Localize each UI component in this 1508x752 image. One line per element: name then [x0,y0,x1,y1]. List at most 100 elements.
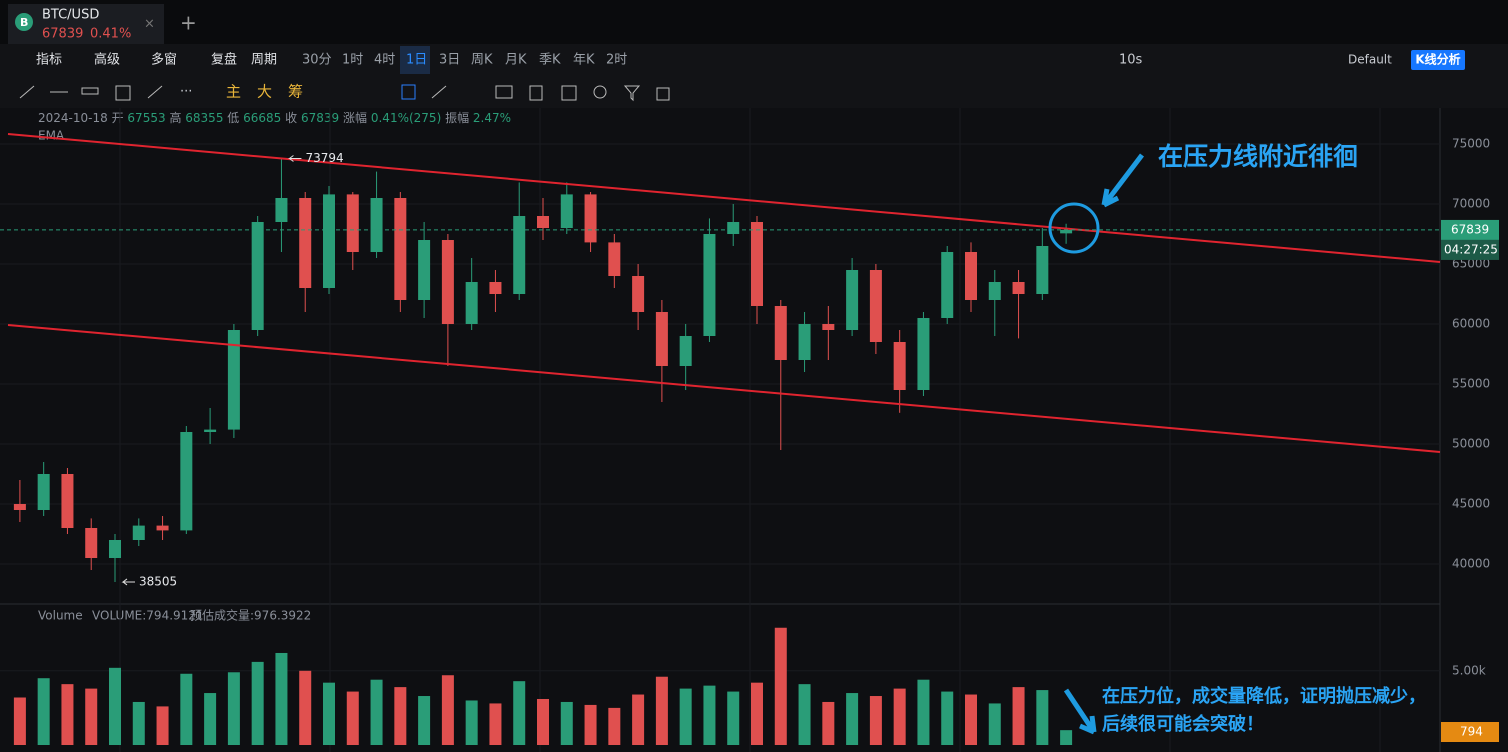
field-value: 67553 [127,111,165,125]
volume-bar [751,682,763,745]
more[interactable]: ··· [180,85,192,100]
candle-body [180,432,193,531]
candle-body [346,194,359,252]
theme[interactable]: Default [1348,53,1392,67]
date: 2024-10-18 [38,111,108,125]
candle-body [988,282,1001,300]
candle-body [679,336,692,366]
volume-bar [346,691,359,745]
annotation: 后续很可能会突破！ [1102,713,1264,735]
candle-body [441,240,454,324]
y-tick-label: 50000 [1452,437,1490,451]
volume-bar [465,700,478,745]
candle-body [370,198,383,252]
volume-bar [227,672,240,745]
toolbar-item[interactable]: 多窗 [151,52,177,68]
label-arrow [121,578,135,586]
field-label: 振幅 [445,110,469,125]
candle-body [109,540,121,558]
toolbar-item[interactable]: 季K [539,53,561,68]
candle-body [465,282,478,324]
candle-body [85,528,98,558]
toolbar-item[interactable]: 指标 [36,53,62,68]
toolbar-item[interactable]: 2时 [606,53,627,68]
toolbar-item[interactable]: 复盘 [211,52,237,68]
candle-body [275,198,288,222]
volume-bar [251,661,264,745]
candle-body [537,216,549,228]
field-value: 2.47% [473,111,511,125]
volume-bar [941,691,954,745]
candle-body [798,324,811,360]
arrow [1063,688,1097,735]
volume-bar [370,679,383,745]
field-label: 低 [227,111,239,125]
candle-body [774,306,787,360]
toolbar-item[interactable]: 月K [505,53,527,68]
candle-body [655,312,668,366]
draw-icons [19,84,670,102]
volume-bar [13,697,26,745]
candle-body [751,222,763,306]
volume-bar [299,670,312,745]
volume-last: 794 [1460,725,1483,739]
toolbar-item[interactable]: 1时 [342,53,363,68]
tab[interactable] [8,4,164,44]
coin-icon [15,13,33,31]
candle-body [727,222,740,234]
candle-body [156,525,169,531]
price-label: 73794 [305,151,343,165]
toolbar-item[interactable]: 周K [471,53,493,68]
arrow [1101,153,1144,208]
volume-bar [61,684,74,745]
annotation: 在压力位，成交量降低，证明抛压减少， [1102,685,1426,707]
volume-bar [608,707,621,745]
toolbar-item[interactable]: 30分 [302,53,332,68]
symbol: BTC/USD [42,8,99,23]
add-tab[interactable]: + [180,11,197,35]
y-tick-label: 65000 [1452,257,1490,271]
toolbar-item[interactable]: 年K [573,53,595,68]
field-value: 0.41%(275) [371,111,441,125]
toolbar-item[interactable]: 高级 [94,52,120,68]
tab-price: 67839 [42,27,83,42]
analysis-button[interactable] [1411,50,1465,70]
candle-body [1036,246,1049,294]
toolbar-item[interactable]: 1日 [406,53,427,68]
toolbar-item[interactable]: 4时 [374,53,395,68]
volume-bar [204,693,217,745]
toolbar-item[interactable]: 3日 [439,53,460,68]
indicator-tool[interactable]: 筹 [288,83,303,101]
volume-bar [441,675,454,745]
indicator-tool[interactable]: 大 [257,83,272,101]
indicator-tool[interactable]: 主 [226,83,241,101]
volume-bar [655,676,668,745]
candle-body [822,324,835,330]
candle-body [608,242,621,276]
field-label: 涨幅 [343,110,367,125]
candle-body [61,474,74,528]
close-tab[interactable]: × [144,17,155,32]
toolbar-items: 指标 高级 多窗 复盘 周期 30分 1时 4时 1日 3日 周K 月K 季K 年K 2时 [36,46,627,74]
candle-body [584,194,597,243]
plot: 40000 45000 50000 55000 60000 65000 70000 75000… [0,108,1499,752]
candle-body [1060,229,1073,234]
drawing-tools: 主大筹 [226,83,303,101]
volume-bar [132,701,145,745]
volume-bar [180,673,193,745]
volume-bar [323,682,335,745]
volume-bar [727,691,740,745]
volume-badge [1441,722,1499,742]
candle-body [323,194,335,288]
indicator: EMA [38,129,65,143]
highlight-circle [1048,202,1100,254]
label-arrow [287,155,302,162]
volume-bar [513,681,526,745]
toolbar-item[interactable]: 周期 [251,53,277,68]
refresh[interactable]: 10s [1119,53,1143,68]
candle-body [299,198,312,288]
y-tick-label: 60000 [1452,317,1490,331]
volume-bar [822,701,835,745]
